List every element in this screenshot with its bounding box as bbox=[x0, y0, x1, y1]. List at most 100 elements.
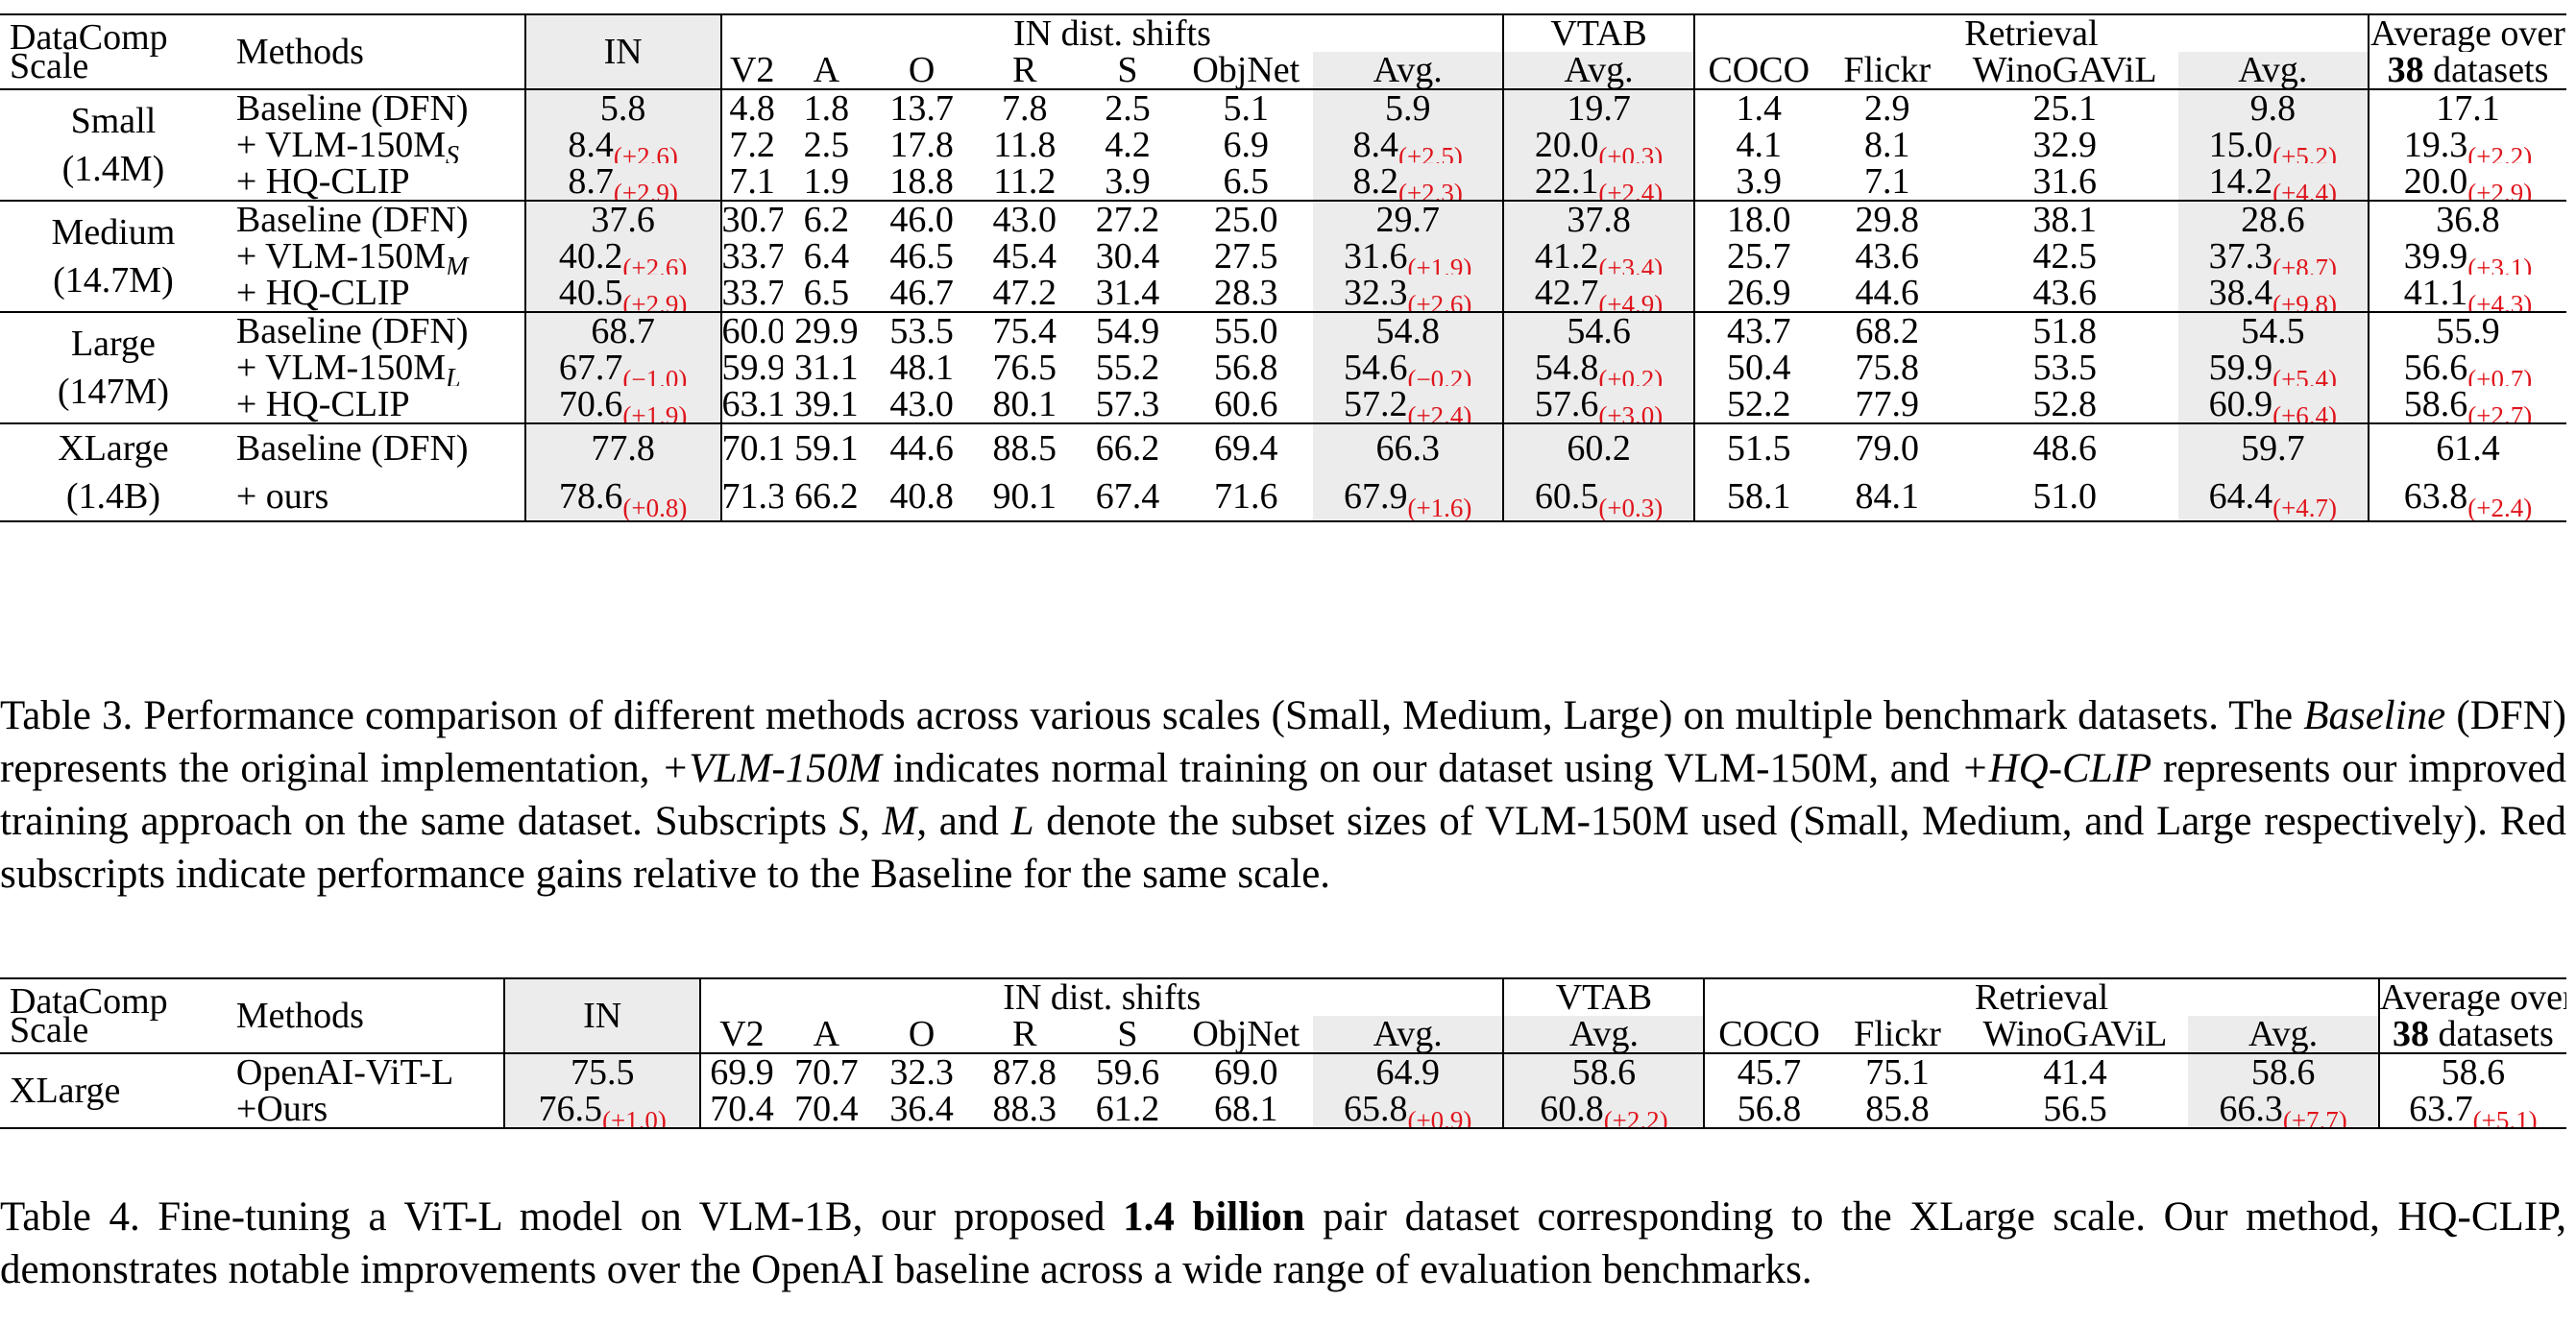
cell-value: 63.8 bbox=[2403, 476, 2468, 517]
cell-value: 56.6 bbox=[2403, 349, 2468, 386]
subheader-average-label: datasets bbox=[2423, 52, 2549, 89]
shift-cell: 63.1 bbox=[720, 386, 783, 424]
subheader-vtab: Avg. bbox=[1503, 1016, 1706, 1054]
cell-value: 6.9 bbox=[1223, 127, 1270, 163]
cell-value: 32.3 bbox=[1343, 275, 1408, 312]
table-row: + HQ-CLIP 40.5(+2.9) 33.7 6.5 46.7 47.2 31.4 28… bbox=[0, 275, 2566, 313]
method-cell: + VLM-150MS bbox=[226, 127, 526, 163]
gain-subscript: (+4.4) bbox=[2272, 179, 2338, 201]
in-cell: 67.7(−1.0) bbox=[524, 349, 722, 386]
shift-cell: 88.5 bbox=[973, 423, 1076, 472]
cell-value: 84.1 bbox=[1855, 476, 1920, 517]
retrieval-cell: 51.0 bbox=[1951, 472, 2178, 522]
retrieval-avg-cell: 37.3(+8.7) bbox=[2177, 238, 2370, 275]
gain-subscript: (+2.9) bbox=[613, 179, 678, 201]
subheader-label: Avg. bbox=[1568, 1016, 1639, 1053]
shift-avg-cell: 29.7 bbox=[1312, 201, 1505, 238]
subheader-label: Flickr bbox=[1843, 52, 1932, 89]
gain-subscript: (+2.7) bbox=[2467, 401, 2533, 423]
shift-avg-cell: 8.4(+2.5) bbox=[1312, 127, 1505, 163]
method-cell: + HQ-CLIP bbox=[226, 386, 526, 424]
shift-cell: 61.2 bbox=[1076, 1091, 1179, 1129]
table-3-header: DataComp Scale Methods IN IN dist. shifts VTA… bbox=[0, 13, 2566, 90]
retrieval-avg-cell: 59.7 bbox=[2177, 423, 2370, 472]
cell-value: 64.9 bbox=[1375, 1053, 1440, 1091]
cell-value: 26.9 bbox=[1726, 275, 1791, 312]
cell-value: 36.8 bbox=[2436, 201, 2500, 238]
cell-value: 7.2 bbox=[729, 127, 775, 163]
cell-value: 55.2 bbox=[1095, 349, 1160, 386]
subheader-label: O bbox=[908, 52, 936, 89]
subheader-retrieval: Flickr bbox=[1833, 1016, 1962, 1054]
cell-value: 55.9 bbox=[2436, 312, 2500, 349]
retrieval-avg-cell: 15.0(+5.2) bbox=[2177, 127, 2370, 163]
retrieval-cell: 58.1 bbox=[1693, 472, 1823, 522]
cell-value: 60.9 bbox=[2208, 386, 2273, 423]
retrieval-cell: 1.4 bbox=[1694, 89, 1823, 127]
shift-avg-cell: 31.6(+1.9) bbox=[1312, 238, 1505, 276]
cell-value: 65.8 bbox=[1343, 1091, 1408, 1128]
gain-subscript: (+2.4) bbox=[2467, 494, 2533, 521]
retrieval-cell: 51.8 bbox=[1952, 312, 2178, 349]
cell-value: 43.6 bbox=[1855, 238, 1920, 275]
cell-value: 77.9 bbox=[1855, 386, 1920, 423]
subheader-label: A bbox=[813, 52, 840, 89]
shift-cell: 11.8 bbox=[973, 127, 1076, 163]
cell-value: 69.0 bbox=[1214, 1053, 1278, 1091]
cell-value: 37.6 bbox=[591, 201, 655, 238]
shift-cell: 70.4 bbox=[700, 1091, 783, 1129]
subheader-label: WinoGAViL bbox=[1982, 1016, 2168, 1053]
retrieval-cell: 85.8 bbox=[1833, 1091, 1962, 1129]
cell-value: 76.5 bbox=[538, 1091, 602, 1128]
caption-italic: +HQ-CLIP bbox=[1960, 746, 2152, 791]
table-4-caption: Table 4. Fine-tuning a ViT-L model on VL… bbox=[0, 1191, 2566, 1296]
in-cell: 40.2(+2.6) bbox=[524, 238, 722, 275]
cell-value: 88.3 bbox=[992, 1091, 1057, 1128]
average-cell: 63.8(+2.4) bbox=[2369, 472, 2566, 522]
cell-value: 69.4 bbox=[1214, 428, 1278, 469]
cell-value: 59.7 bbox=[2241, 428, 2305, 469]
retrieval-avg-cell: 9.8 bbox=[2177, 89, 2370, 127]
caption-text: represents our improved training approac… bbox=[0, 746, 2566, 844]
subheader-label: Avg. bbox=[2238, 52, 2308, 89]
retrieval-cell: 77.9 bbox=[1822, 386, 1952, 424]
method-name: Baseline (DFN) bbox=[235, 428, 469, 469]
shift-cell: 46.0 bbox=[870, 201, 973, 238]
average-cell: 63.7(+5.1) bbox=[2378, 1091, 2566, 1129]
table-3: DataComp Scale Methods IN IN dist. shifts VTA… bbox=[0, 13, 2566, 522]
cell-value: 75.1 bbox=[1865, 1053, 1930, 1091]
shift-cell: 48.1 bbox=[870, 349, 973, 386]
cell-value: 51.5 bbox=[1726, 428, 1791, 469]
vtab-cell: 58.6 bbox=[1503, 1053, 1706, 1091]
retrieval-cell: 68.2 bbox=[1823, 312, 1952, 349]
cell-value: 9.8 bbox=[2249, 89, 2297, 127]
method-name: + HQ-CLIP bbox=[235, 163, 410, 201]
subheader-in-shift: A bbox=[782, 52, 870, 90]
shift-cell: 55.0 bbox=[1179, 312, 1313, 349]
shift-cell: 70.4 bbox=[782, 1091, 870, 1129]
cell-value: 76.5 bbox=[992, 349, 1057, 386]
shift-avg-cell: 32.3(+2.6) bbox=[1312, 275, 1505, 313]
vtab-cell: 60.8(+2.2) bbox=[1503, 1091, 1706, 1129]
shift-cell: 70.7 bbox=[783, 1053, 870, 1091]
subheader-in-shift: S bbox=[1076, 1016, 1179, 1054]
cell-value: 70.1 bbox=[721, 428, 783, 469]
subheader-label: R bbox=[1012, 52, 1037, 89]
gain-subscript: (+1.9) bbox=[1407, 253, 1472, 276]
retrieval-cell: 41.4 bbox=[1962, 1053, 2189, 1091]
shift-cell: 3.9 bbox=[1076, 163, 1179, 202]
retrieval-cell: 56.8 bbox=[1704, 1091, 1834, 1129]
shift-cell: 70.1 bbox=[721, 423, 783, 472]
cell-value: 40.8 bbox=[889, 476, 954, 517]
shift-cell: 30.4 bbox=[1076, 238, 1179, 275]
cell-value: 40.5 bbox=[558, 275, 623, 312]
cell-value: 59.9 bbox=[721, 349, 783, 386]
shift-cell: 59.9 bbox=[721, 349, 783, 386]
in-cell: 8.7(+2.9) bbox=[524, 163, 722, 202]
cell-value: 70.4 bbox=[710, 1091, 774, 1128]
cell-value: 56.5 bbox=[2043, 1091, 2107, 1128]
shift-avg-cell: 8.2(+2.3) bbox=[1312, 163, 1505, 202]
shift-cell: 6.5 bbox=[782, 275, 870, 313]
cell-value: 53.5 bbox=[2032, 349, 2097, 386]
